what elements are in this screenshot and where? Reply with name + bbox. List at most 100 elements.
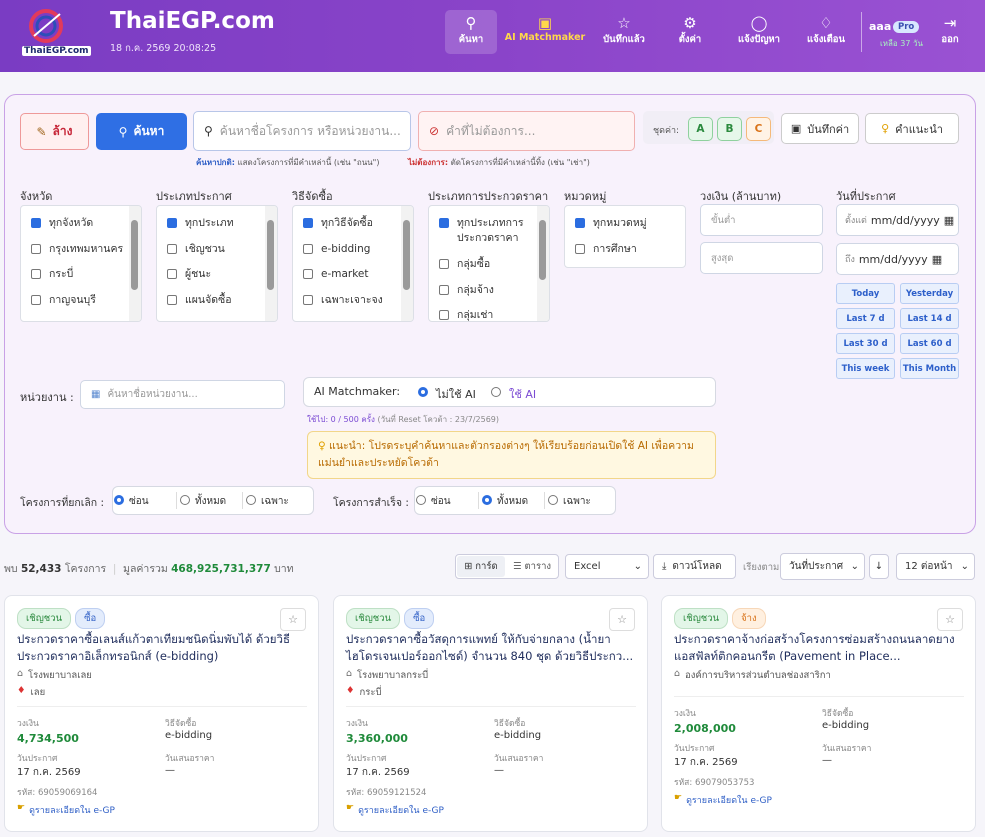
filter-option[interactable]: กระบี่ [31, 267, 123, 282]
nav-item[interactable]: ◯ แจ้งปัญหา [730, 10, 788, 54]
field-value: 2,008,000 [674, 722, 736, 735]
budget-label: วงเงิน (ล้านบาท) [700, 190, 782, 203]
ai-usage-row: ใช้ไป: 0 / 500 ครั้ง (วันที่ Reset โควต้… [307, 413, 499, 426]
budget-min[interactable]: ขั้นต่ำ [700, 204, 823, 236]
toggle-option-label: เฉพาะ [261, 496, 289, 507]
filter-option[interactable]: ทุกประเภทการประกวดราคา [439, 216, 531, 246]
query-input[interactable]: ⚲ ค้นหาชื่อโครงการ หรือหน่วยงาน... [193, 111, 411, 151]
budget-max[interactable]: สูงสุด [700, 242, 823, 274]
export-select[interactable]: Excel ⌄ [565, 554, 649, 579]
filter-option[interactable]: กรุงเทพมหานคร [31, 242, 123, 257]
card-title[interactable]: ประกวดราคาซื้อเลนส์แก้วตาเทียมชนิดนิ่มพั… [17, 632, 290, 663]
nav-item[interactable]: ▣ AI Matchmaker [502, 10, 588, 54]
quick-date-button[interactable]: This Month [900, 358, 959, 379]
filter-list[interactable]: ทุกหมวดหมู่การศึกษา [564, 205, 686, 268]
filter-option[interactable]: ทุกหมวดหมู่ [575, 216, 680, 231]
agency: โรงพยาบาลเลย [28, 670, 92, 681]
filter-option[interactable]: กลุ่มเช่า [439, 308, 531, 321]
filter-option[interactable]: การศึกษา [575, 242, 680, 257]
filter-option[interactable]: e-market [303, 267, 395, 282]
date-from[interactable]: ตั้งแต่ mm/dd/yyyy ▦ [836, 204, 959, 236]
egp-link[interactable]: ☛ ดูรายละเอียดใน e-GP [17, 803, 115, 817]
quick-date-button[interactable]: Last 7 d [836, 308, 895, 329]
quick-date-button[interactable]: Last 60 d [900, 333, 959, 354]
bookmark-button[interactable]: ☆ [280, 608, 306, 631]
filter-option[interactable]: แผนจัดซื้อ [167, 293, 259, 308]
user-name[interactable]: aaa [869, 20, 892, 33]
checkbox [303, 243, 313, 254]
card-title[interactable]: ประกวดราคาจ้างก่อสร้างโครงการซ่อมสร้างถน… [674, 632, 955, 663]
quick-date-button[interactable]: Yesterday [900, 283, 959, 304]
tags: เชิญชวน ซื้อ [17, 608, 109, 629]
tips-button[interactable]: ♀ คำแนะนำ [865, 113, 959, 144]
id-label: รหัส: [674, 778, 693, 788]
toggle-option[interactable]: เฉพาะ [548, 494, 591, 509]
egp-link[interactable]: ☛ ดูรายละเอียดใน e-GP [674, 793, 772, 807]
toggle-option[interactable]: ทั้งหมด [180, 494, 226, 509]
checkbox [167, 269, 177, 279]
logout[interactable]: ⇥ ออก [941, 14, 959, 45]
bookmark-button[interactable]: ☆ [937, 608, 963, 631]
toggle-label: โครงการที่ยกเลิก : [20, 497, 105, 509]
quick-date-button[interactable]: Last 30 d [836, 333, 895, 354]
date-to[interactable]: ถึง mm/dd/yyyy ▦ [836, 243, 959, 275]
checkbox [167, 294, 177, 305]
filter-option[interactable]: ทุกจังหวัด [31, 216, 123, 231]
filter-option[interactable]: ทุกประเภท [167, 216, 259, 231]
preset-button[interactable]: A [688, 117, 713, 141]
exclude-input[interactable]: ⊘ คำที่ไม่ต้องการ... [418, 111, 635, 151]
sort-direction[interactable]: ↓ [869, 554, 889, 579]
filter-option[interactable]: ผู้ชนะ [167, 267, 259, 282]
quick-date-button[interactable]: Last 14 d [900, 308, 959, 329]
checkbox [439, 218, 449, 228]
toggle-option[interactable]: ซ่อน [114, 494, 149, 509]
scrollbar-thumb [267, 220, 274, 290]
clear-button[interactable]: ✎ ล้าง [20, 113, 89, 150]
ai-option[interactable]: ใช้ AI [491, 385, 536, 403]
nav-item[interactable]: ☆ บันทึกแล้ว [596, 10, 652, 54]
egp-link[interactable]: ☛ ดูรายละเอียดใน e-GP [346, 803, 444, 817]
filter-option[interactable]: e-bidding [303, 242, 395, 257]
filter-list[interactable]: ทุกประเภทการประกวดราคากลุ่มซื้อกลุ่มจ้าง… [428, 205, 550, 322]
bookmark-button[interactable]: ☆ [609, 608, 635, 631]
toggle-option[interactable]: เฉพาะ [246, 494, 289, 509]
per-page-select[interactable]: 12 ต่อหน้า ⌄ [896, 553, 975, 580]
toggle-option[interactable]: ซ่อน [416, 494, 451, 509]
site-title[interactable]: ThaiEGP.com [110, 8, 275, 34]
agency-input[interactable]: ▦ ค้นหาชื่อหน่วยงาน... [80, 380, 285, 409]
nav-item[interactable]: ⚙ ตั้งค่า [662, 10, 718, 54]
save-button[interactable]: ▣ บันทึกค่า [781, 113, 859, 144]
filter-option[interactable]: กาญจนบุรี [31, 293, 123, 308]
toggle-option[interactable]: ทั้งหมด [482, 494, 528, 509]
filter-list[interactable]: ทุกวิธีจัดซื้อ e-bidding e-market เฉพาะเจาะ… [292, 205, 414, 322]
filter-option[interactable]: เชิญชวน [167, 242, 259, 257]
filter-option[interactable]: เฉพาะเจาะจง [303, 293, 395, 308]
sort-select[interactable]: วันที่ประกาศ ⌄ [780, 553, 865, 580]
filter-list[interactable]: ทุกจังหวัดกรุงเทพมหานครกระบี่กาญจนบุรี [20, 205, 142, 322]
card-title[interactable]: ประกวดราคาซื้อวัสดุการแพทย์ ให้กับจ่ายกล… [346, 632, 634, 663]
checkbox [31, 294, 41, 305]
quick-date-button[interactable]: This week [836, 358, 895, 379]
nav-icon: ♢ [819, 14, 833, 32]
nav-icon: ▣ [537, 14, 553, 32]
ai-option[interactable]: ไม่ใช้ AI [418, 385, 476, 403]
project-card[interactable]: เชิญชวน ซื้อ ☆ ประกวดราคาซื้อวัสดุการแพทย์ … [333, 595, 648, 832]
preset-button[interactable]: C [746, 117, 771, 141]
view-table[interactable]: ☰ ตาราง [512, 561, 552, 572]
filter-option[interactable]: กลุ่มจ้าง [439, 283, 531, 298]
agency-icon: ⌂ [17, 668, 24, 679]
preset-button[interactable]: B [717, 117, 742, 141]
view-card[interactable]: ⊞ การ์ด [457, 556, 505, 577]
nav-item[interactable]: ♢ แจ้งเตือน [800, 10, 852, 54]
nav-item[interactable]: ⚲ ค้นหา [445, 10, 497, 54]
filter-list[interactable]: ทุกประเภทเชิญชวนผู้ชนะแผนจัดซื้อ [156, 205, 278, 322]
filter-option[interactable]: กลุ่มซื้อ [439, 257, 531, 272]
quick-date-button[interactable]: Today [836, 283, 895, 304]
summary: พบ 52,433 โครงการ | มูลค่ารวม 468,925,73… [4, 563, 294, 575]
option-label: กลุ่มเช่า [457, 309, 494, 321]
project-card[interactable]: เชิญชวน ซื้อ ☆ ประกวดราคาซื้อเลนส์แก้วตาเที… [4, 595, 319, 832]
download-button[interactable]: ⤓ ดาวน์โหลด [653, 554, 736, 579]
filter-option[interactable]: ทุกวิธีจัดซื้อ [303, 216, 395, 231]
project-card[interactable]: เชิญชวน จ้าง ☆ ประกวดราคาจ้างก่อสร้างโครงกา… [661, 595, 976, 832]
search-button[interactable]: ⚲ ค้นหา [96, 113, 187, 150]
